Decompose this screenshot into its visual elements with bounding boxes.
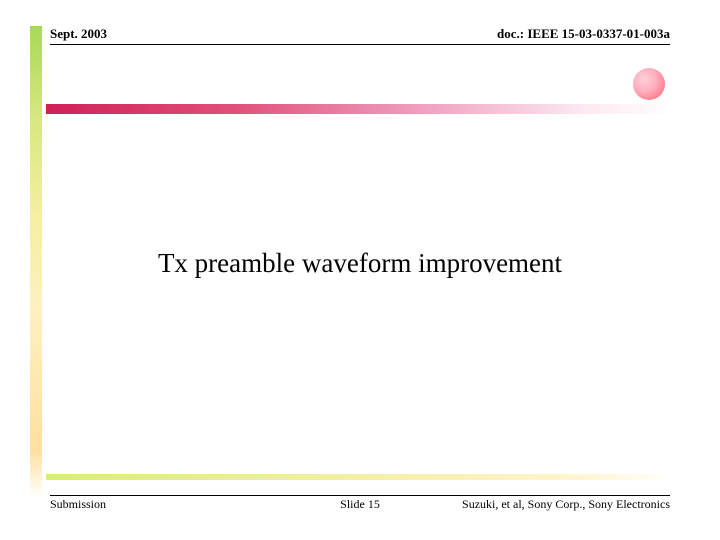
footer-underline bbox=[50, 495, 670, 496]
horizontal-band bbox=[46, 104, 674, 114]
footer-center: Slide 15 bbox=[340, 497, 380, 512]
header: Sept. 2003 doc.: IEEE 15-03-0337-01-003a bbox=[50, 26, 670, 42]
header-underline bbox=[50, 44, 670, 45]
decorative-circle bbox=[633, 68, 665, 100]
header-date: Sept. 2003 bbox=[50, 26, 107, 42]
footer-right: Suzuki, et al, Sony Corp., Sony Electron… bbox=[462, 497, 670, 512]
page-title: Tx preamble waveform improvement bbox=[0, 248, 720, 279]
footer-left: Submission bbox=[50, 497, 106, 512]
footer-band bbox=[46, 474, 674, 480]
header-doc-ref: doc.: IEEE 15-03-0337-01-003a bbox=[497, 26, 670, 42]
footer: Submission Slide 15 Suzuki, et al, Sony … bbox=[50, 497, 670, 512]
